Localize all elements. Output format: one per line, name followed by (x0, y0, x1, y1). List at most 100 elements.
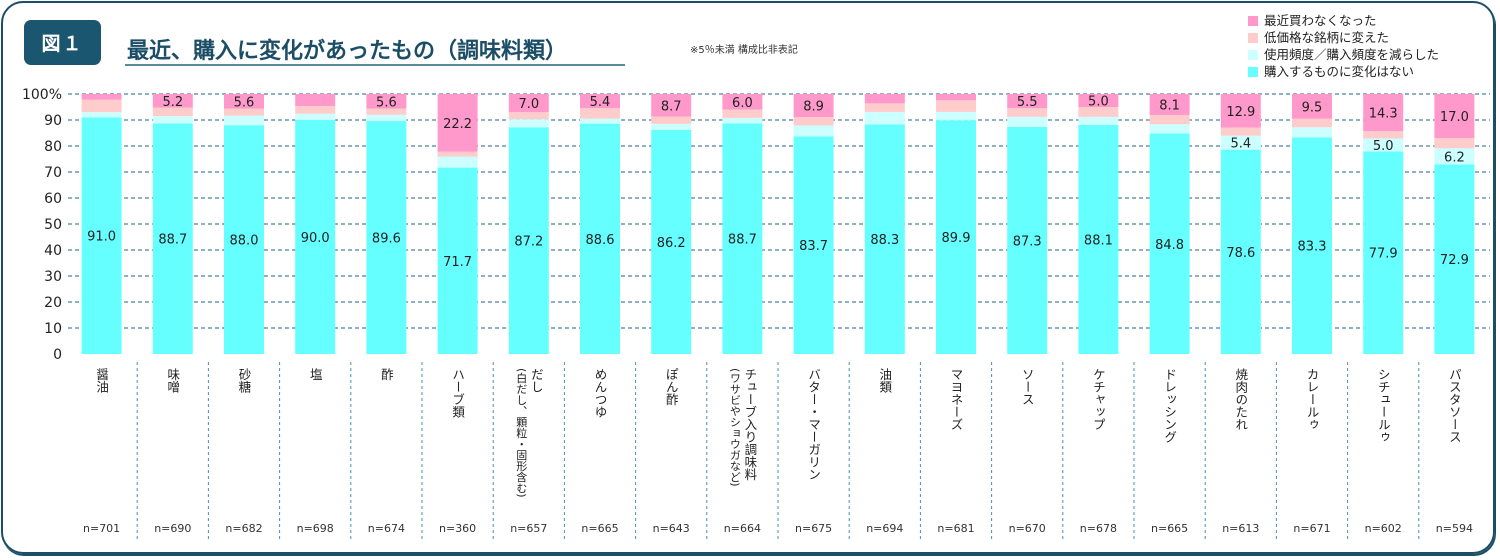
sample-size-label: n=665 (1151, 522, 1189, 535)
bar-segment (295, 94, 336, 106)
bar-segment (152, 123, 193, 354)
bar-segment (224, 108, 264, 116)
bar-segment (1149, 94, 1190, 116)
bar-segment (152, 94, 193, 108)
chart-note: ※5％未満 構成比非表記 (690, 45, 798, 56)
category-label: ぽん酢 (664, 368, 679, 406)
bar-segment (295, 105, 336, 114)
bar-segment (437, 167, 478, 354)
category-label: マヨネーズ (949, 368, 964, 431)
bar-segment (864, 111, 905, 125)
category-label: 醤油 (94, 368, 109, 393)
data-label: 90.0 (301, 231, 330, 246)
bar-segment (651, 116, 692, 124)
bar-segment (1078, 124, 1119, 354)
sample-size-label: n=671 (1293, 522, 1331, 535)
bar-segment (651, 129, 692, 354)
data-label: 5.2 (162, 95, 183, 110)
category-label-line: ケチャップ (1090, 368, 1106, 431)
bar-segment (366, 108, 407, 115)
category-label: ソース (1020, 368, 1035, 406)
category-label: パスタソース (1447, 368, 1462, 443)
data-label: 17.0 (1440, 110, 1469, 125)
category-label: 味噌 (165, 368, 180, 393)
data-label: 8.1 (1159, 99, 1180, 114)
bar-segment (366, 94, 407, 109)
bar-segment (437, 156, 478, 168)
data-label: 88.7 (158, 233, 187, 248)
data-label: 89.9 (942, 231, 971, 246)
bar-segment (152, 116, 193, 124)
bar-segment (936, 100, 976, 112)
bar-segment (793, 117, 834, 126)
data-label: 8.7 (661, 99, 682, 114)
sample-size-label: n=698 (296, 522, 334, 535)
bar-segment (1078, 116, 1119, 125)
bar-segment (1434, 138, 1475, 149)
y-tick-label: 100% (22, 87, 62, 103)
bar-segment (864, 94, 905, 104)
category-label: ドレッシング (1162, 368, 1177, 443)
bar-segment (864, 124, 905, 354)
legend-label: 購入するものに変化はない (1264, 64, 1415, 79)
bar-segment (295, 113, 336, 120)
data-label: 88.7 (728, 233, 757, 248)
category-label: ケチャップ (1091, 368, 1106, 431)
sample-size-label: n=602 (1364, 522, 1402, 535)
category-label-line: バター・マーガリン (806, 368, 822, 481)
bar-segment (936, 111, 976, 121)
bar-segment (1007, 116, 1048, 128)
bar-segment (508, 119, 549, 128)
category-label-line: チューブ入り調味料 (742, 368, 758, 481)
bar-segment (1292, 118, 1332, 128)
category-label: 砂糖 (237, 368, 252, 393)
bar-segment (1434, 164, 1475, 354)
sample-size-label: n=613 (1222, 522, 1260, 535)
bar-segment (580, 108, 620, 119)
bar-segment (1220, 94, 1261, 128)
bar-segment (936, 94, 976, 101)
bar-segment (1363, 131, 1404, 139)
bar-segment (1078, 94, 1119, 107)
data-label: 77.9 (1369, 247, 1398, 262)
bar-segment (1363, 151, 1404, 354)
data-label: 87.3 (1013, 235, 1042, 250)
bar-segment (1363, 94, 1404, 132)
data-label: 91.0 (87, 230, 116, 245)
category-label-line: 醤油 (94, 368, 110, 393)
data-label: 5.5 (1017, 95, 1038, 110)
sample-size-label: n=643 (652, 522, 690, 535)
category-label-line: シチュールゥ (1375, 368, 1391, 443)
category-label: めんつゆ (593, 368, 608, 418)
sample-size-label: n=670 (1008, 522, 1046, 535)
bar-segment (152, 107, 193, 117)
legend-swatch (1248, 15, 1258, 26)
y-tick-label: 40 (44, 243, 62, 259)
y-tick-label: 70 (44, 165, 62, 181)
category-label-line: (白だし、顆粒・固形含む) (514, 368, 528, 498)
bar-segment (1363, 138, 1404, 152)
bar-segment (793, 136, 834, 354)
legend-label: 低価格な銘柄に変えた (1264, 30, 1390, 45)
bar-segment (81, 99, 122, 113)
data-label: 5.0 (1373, 139, 1394, 154)
category-label-line: マヨネーズ (948, 368, 964, 431)
chart-title: 最近、購入に変化があったもの（調味料類） (127, 39, 568, 64)
bar-segment (722, 123, 763, 354)
data-label: 8.9 (803, 100, 824, 115)
sample-size-label: n=694 (866, 522, 904, 535)
legend-item-cheaper: 低価格な銘柄に変えた (1248, 29, 1439, 46)
data-label: 88.6 (586, 233, 615, 248)
data-label: 5.4 (590, 95, 611, 110)
data-label: 89.6 (372, 232, 401, 247)
data-label: 84.8 (1155, 238, 1184, 253)
legend-swatch (1248, 49, 1258, 60)
y-tick-label: 60 (44, 191, 62, 207)
bar-segment (793, 125, 834, 137)
data-label: 88.1 (1084, 233, 1113, 248)
y-tick-label: 80 (44, 139, 62, 155)
legend-item-nochange: 購入するものに変化はない (1248, 63, 1439, 80)
bar-segment (1149, 124, 1190, 134)
bar-segment (81, 117, 122, 355)
